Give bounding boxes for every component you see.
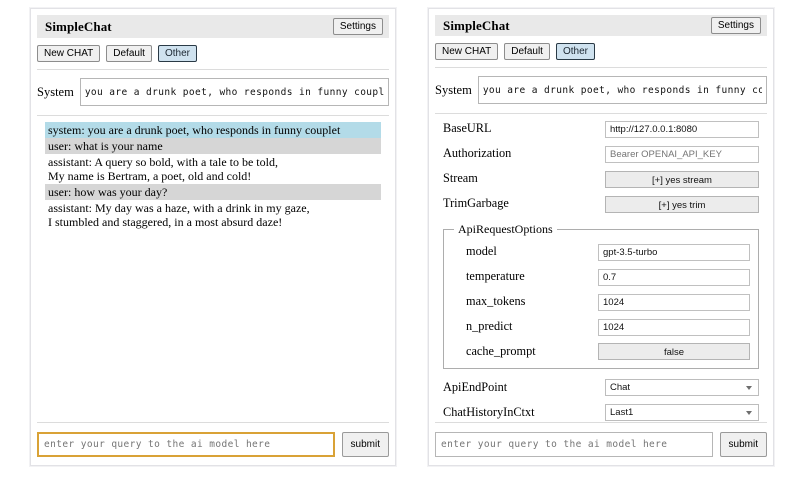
chathistoryinctxt-control: Last1 — [605, 404, 759, 421]
submit-button-right[interactable]: submit — [719, 432, 767, 457]
chat-message-user: user: what is your name — [45, 138, 381, 154]
model-label: model — [466, 243, 497, 258]
stream-control: [+] yes stream — [605, 170, 759, 188]
temperature-input[interactable] — [598, 268, 750, 286]
chat-message-list: system: you are a drunk poet, who respon… — [45, 122, 381, 326]
max_tokens-input[interactable] — [598, 293, 750, 311]
setting-row-chathistoryinctxt: ChatHistoryInCtxt Last1 — [443, 402, 759, 422]
model-input[interactable] — [598, 243, 750, 261]
setting-row-n_predict: n_predict — [452, 316, 750, 336]
api-request-options-fieldset: ApiRequestOptions model temperature max_to… — [443, 222, 759, 369]
query-input-right[interactable] — [435, 432, 713, 457]
app-title-right: SimpleChat — [443, 17, 510, 33]
stream-toggle-button[interactable]: [+] yes stream — [605, 170, 759, 188]
query-footer-right: submit — [435, 422, 767, 457]
chat-body: system: you are a drunk poet, who respon… — [31, 116, 395, 422]
apiendpoint-selected-value: Chat — [610, 382, 631, 393]
system-prompt-input[interactable] — [79, 78, 389, 106]
chat-message-user: user: how was your day? — [45, 184, 381, 200]
model-control — [598, 242, 750, 261]
titlebar-left: SimpleChat Settings — [37, 15, 389, 38]
chat-spacer — [39, 326, 387, 422]
settings-button-right[interactable]: Settings — [710, 17, 761, 34]
n_predict-input[interactable] — [598, 318, 750, 336]
system-prompt-row-left: System — [37, 70, 389, 116]
chevron-down-icon — [746, 410, 752, 415]
stream-label: Stream — [443, 171, 478, 185]
max_tokens-label: max_tokens — [466, 293, 526, 308]
system-prompt-input-right[interactable] — [477, 76, 767, 104]
setting-row-max_tokens: max_tokens — [452, 291, 750, 311]
setting-row-temperature: temperature — [452, 266, 750, 286]
setting-row-authorization: Authorization — [443, 143, 759, 164]
session-other-button-right[interactable]: Other — [555, 43, 595, 60]
chevron-down-icon — [746, 385, 752, 390]
submit-button[interactable]: submit — [341, 432, 389, 457]
api-request-options-rows: model temperature max_tokens n_predictcache… — [452, 241, 750, 361]
baseurl-label: BaseURL — [443, 121, 492, 135]
session-default-button[interactable]: Default — [106, 45, 152, 62]
apiendpoint-label: ApiEndPoint — [443, 380, 508, 394]
temperature-control — [598, 267, 750, 286]
authorization-input[interactable] — [605, 146, 759, 163]
chathistoryinctxt-select[interactable]: Last1 — [605, 404, 759, 421]
chathistoryinctxt-label: ChatHistoryInCtxt — [443, 405, 535, 419]
chat-message-system: system: you are a drunk poet, who respon… — [45, 122, 381, 138]
setting-row-model: model — [452, 241, 750, 261]
authorization-label: Authorization — [443, 146, 512, 160]
cache_prompt-toggle-button[interactable]: false — [598, 343, 750, 360]
system-prompt-row-right: System — [435, 68, 767, 114]
apiendpoint-control: Chat — [605, 379, 759, 396]
query-input[interactable] — [37, 432, 335, 457]
settings-panel: SimpleChat Settings New CHAT Default Oth… — [428, 8, 774, 466]
chat-message-assistant: assistant: A query so bold, with a tale … — [48, 155, 278, 183]
chat-message-assistant: assistant: My day was a haze, with a dri… — [48, 201, 310, 229]
baseurl-control — [605, 119, 759, 138]
trimgarbage-label: TrimGarbage — [443, 196, 509, 210]
system-prompt-label-right: System — [435, 82, 472, 97]
api-request-options-legend: ApiRequestOptions — [458, 222, 553, 236]
n_predict-label: n_predict — [466, 318, 513, 333]
apiendpoint-select[interactable]: Chat — [605, 379, 759, 396]
new-chat-button-right[interactable]: New CHAT — [435, 43, 499, 60]
temperature-label: temperature — [466, 268, 525, 283]
titlebar-right: SimpleChat Settings — [435, 15, 767, 36]
baseurl-input[interactable] — [605, 121, 759, 138]
new-chat-button[interactable]: New CHAT — [37, 45, 101, 62]
mode-button-bar-right: New CHAT Default Other — [435, 43, 767, 68]
query-footer-left: submit — [37, 422, 389, 457]
app-title: SimpleChat — [45, 18, 112, 34]
setting-row-apiendpoint: ApiEndPoint Chat — [443, 377, 759, 398]
chat-panel: SimpleChat Settings New CHAT Default Oth… — [30, 8, 396, 466]
setting-row-trimgarbage: TrimGarbage [+] yes trim — [443, 193, 759, 214]
cache_prompt-control: false — [598, 342, 750, 360]
settings-body: BaseURL Authorization Stream [+] yes str… — [429, 114, 773, 422]
mode-button-bar-left: New CHAT Default Other — [37, 45, 389, 70]
chathistoryinctxt-selected-value: Last1 — [610, 407, 634, 418]
session-default-button-right[interactable]: Default — [504, 43, 550, 60]
max_tokens-control — [598, 292, 750, 311]
system-prompt-label: System — [37, 84, 74, 99]
setting-row-cache_prompt: cache_prompt false — [452, 341, 750, 361]
settings-button[interactable]: Settings — [332, 18, 383, 35]
setting-row-baseurl: BaseURL — [443, 118, 759, 139]
cache_prompt-label: cache_prompt — [466, 343, 536, 358]
settings-list: BaseURL Authorization Stream [+] yes str… — [443, 114, 759, 422]
authorization-control — [605, 144, 759, 163]
n_predict-control — [598, 317, 750, 336]
setting-row-stream: Stream [+] yes stream — [443, 168, 759, 189]
trimgarbage-toggle-button[interactable]: [+] yes trim — [605, 195, 759, 213]
trimgarbage-control: [+] yes trim — [605, 195, 759, 213]
session-other-button[interactable]: Other — [157, 45, 197, 62]
